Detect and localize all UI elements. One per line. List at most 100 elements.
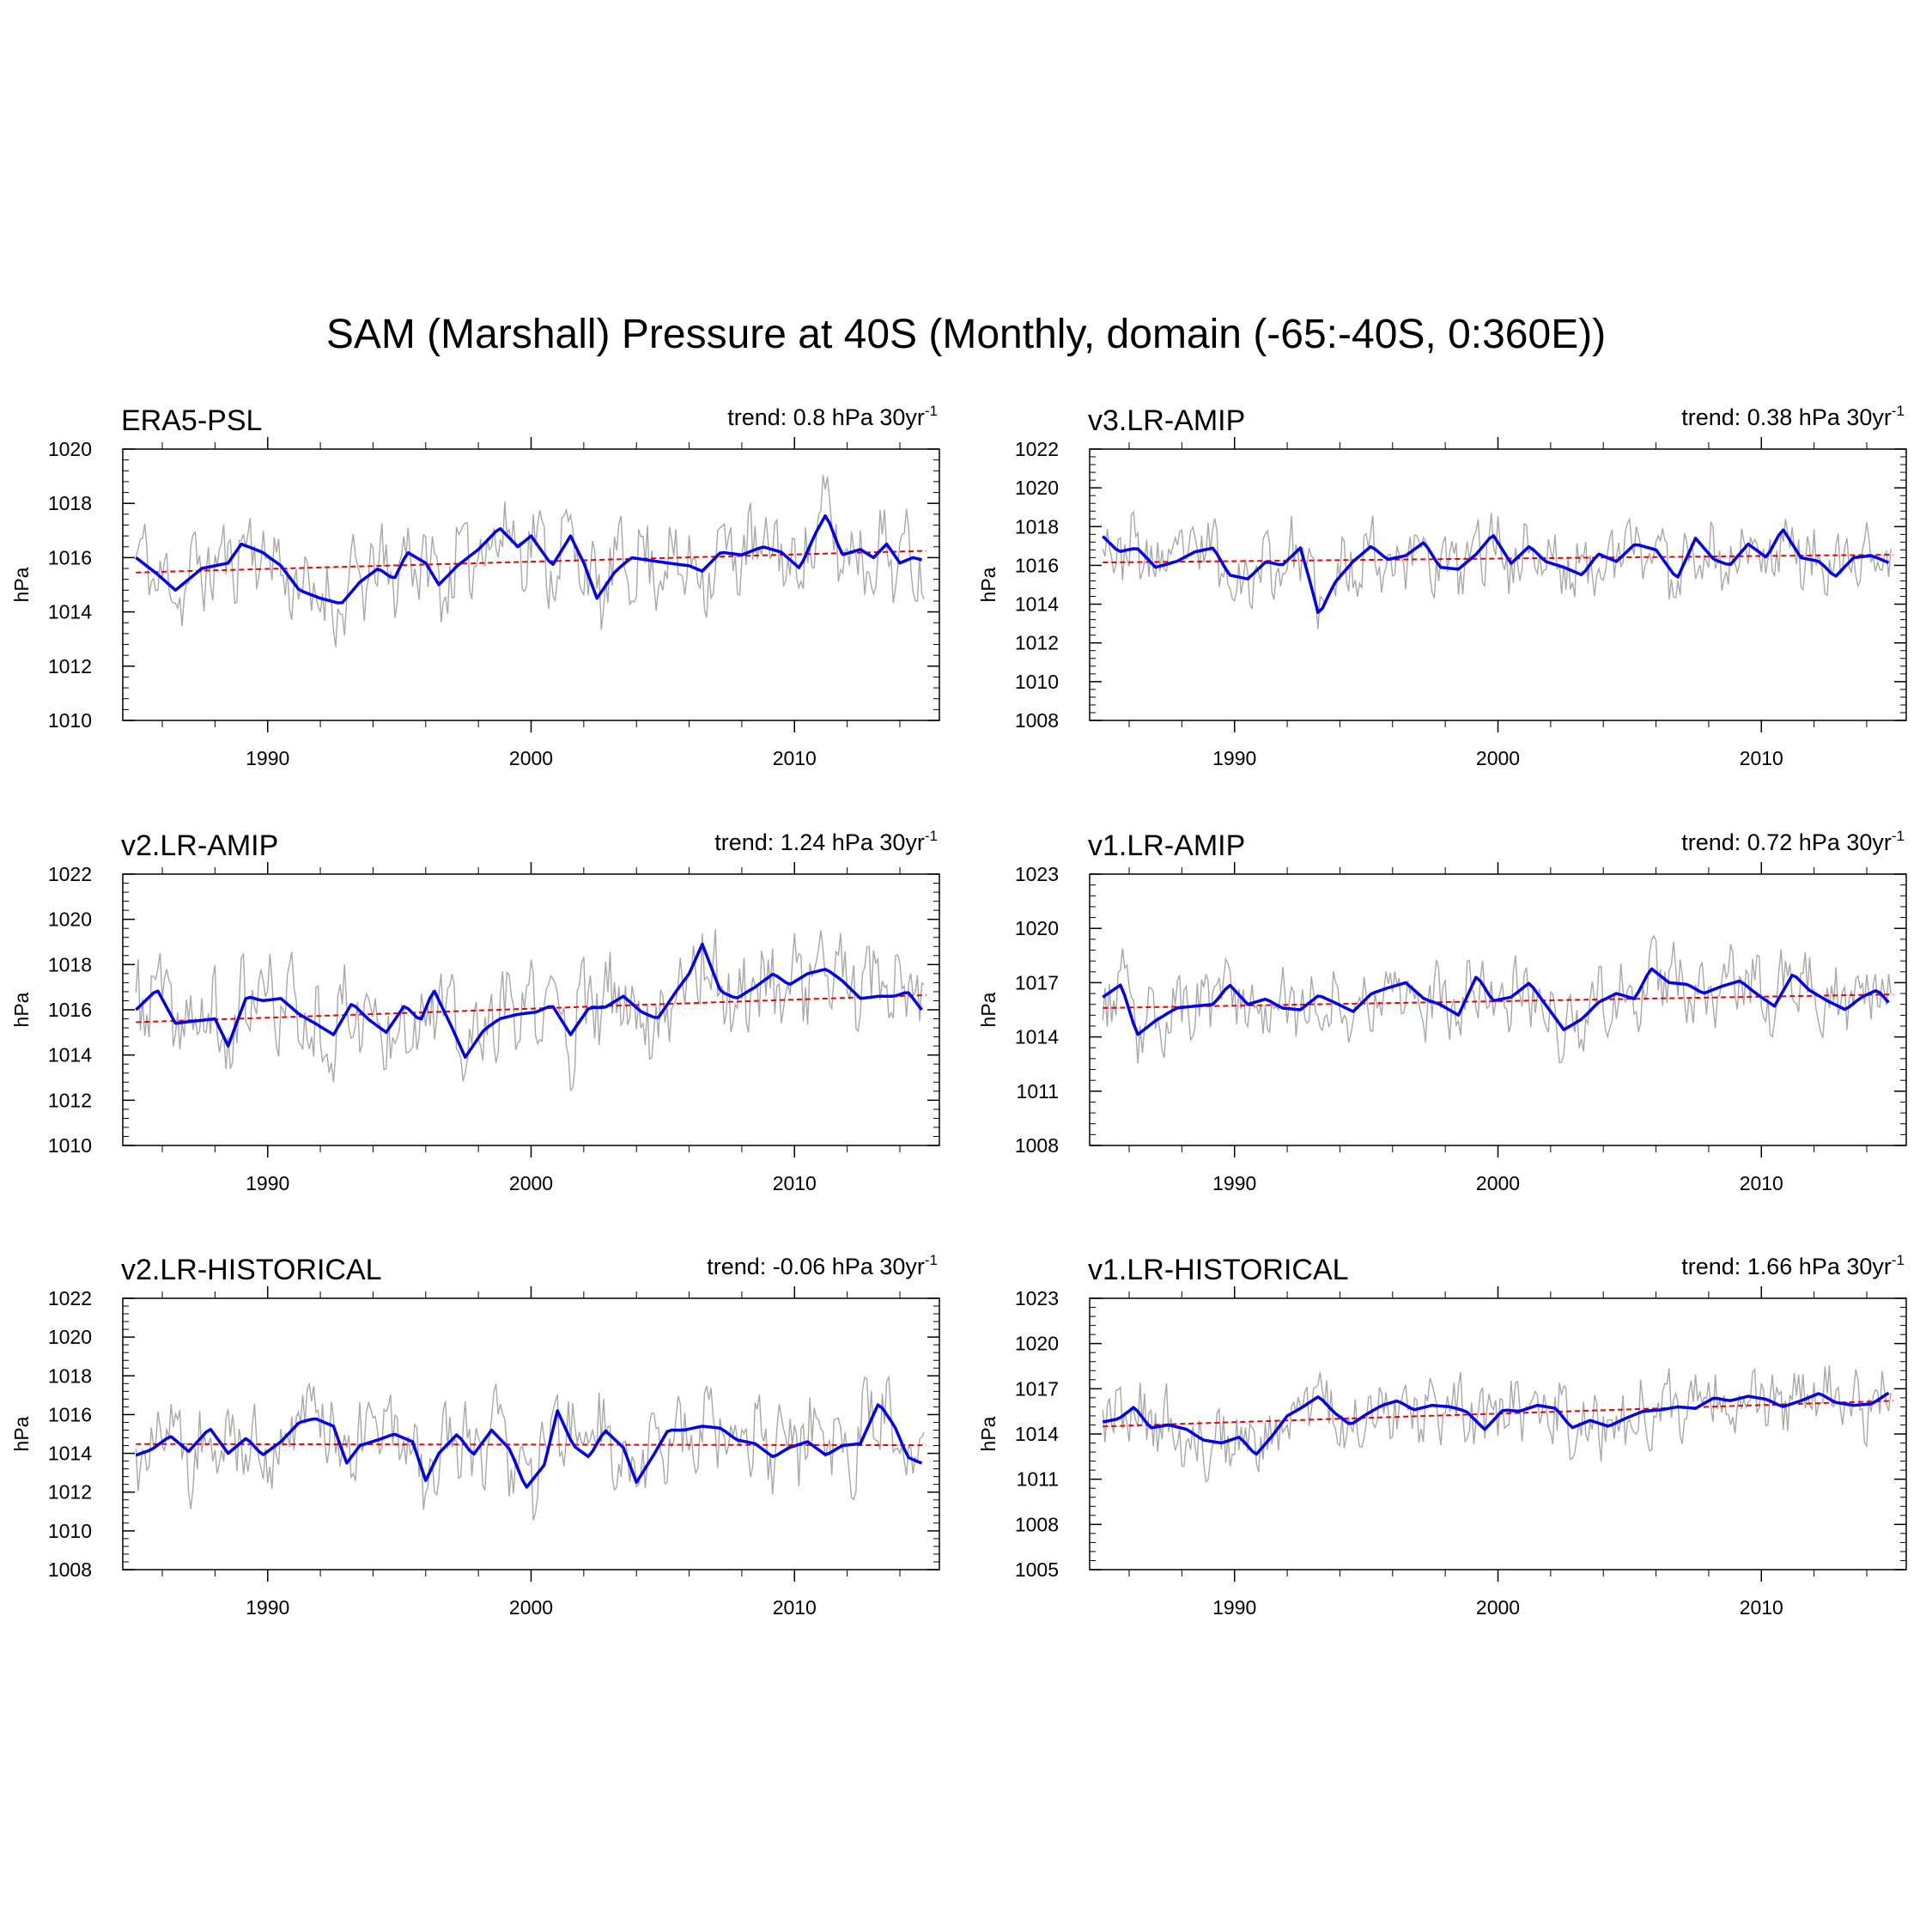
y-tick-label: 1014: [1015, 593, 1059, 616]
smoothed-series-line: [1102, 528, 1890, 614]
y-tick-label: 1014: [1015, 1026, 1059, 1048]
panel-3: v2.LR-AMIP trend: 1.24 hPa 30yr-1 hPa 1010 1…: [10, 828, 940, 1194]
y-tick-label: 1023: [1015, 1287, 1059, 1309]
panel-title: v2.LR-AMIP: [121, 829, 278, 862]
y-tick-label: 1011: [1017, 1468, 1059, 1491]
x-tick-label: 1990: [1212, 747, 1256, 769]
y-tick-label: 1008: [48, 1558, 92, 1581]
trend-label: trend: 0.8 hPa 30yr-1: [727, 403, 938, 430]
y-tick-label: 1008: [1015, 709, 1059, 732]
x-tick-label: 2010: [1740, 747, 1783, 769]
y-tick-label: 1020: [1015, 477, 1059, 499]
monthly-series-line: [1102, 1364, 1892, 1483]
y-axis-label: hPa: [10, 567, 33, 602]
x-tick-label: 2010: [773, 1596, 817, 1619]
panel-1: ERA5-PSL trend: 0.8 hPa 30yr-1 hPa 1010 1012…: [10, 403, 940, 769]
y-tick-label: 1014: [48, 1044, 92, 1066]
panel-4: v1.LR-AMIP trend: 0.72 hPa 30yr-1 hPa 1008 1…: [977, 828, 1907, 1194]
trend-label-text: trend: -0.06 hPa 30yr: [707, 1254, 925, 1279]
y-tick-label: 1020: [48, 438, 92, 460]
plot-frame: [122, 448, 940, 721]
y-tick-label: 1023: [1015, 863, 1059, 885]
y-tick-label: 1008: [1015, 1134, 1059, 1157]
smoothed-series-line: [135, 1403, 923, 1489]
y-tick-label: 1016: [1015, 554, 1059, 576]
y-tick-label: 1012: [48, 655, 92, 677]
x-tick-label: 2010: [773, 1172, 817, 1194]
panel-title: v1.LR-HISTORICAL: [1088, 1254, 1349, 1286]
trend-label-exponent: -1: [1892, 403, 1905, 419]
trend-label: trend: 0.38 hPa 30yr-1: [1681, 403, 1905, 430]
y-tick-label: 1018: [1015, 515, 1059, 538]
x-tick-label: 2000: [509, 1596, 553, 1619]
y-tick-label: 1010: [48, 1520, 92, 1542]
monthly-series-line: [135, 1375, 925, 1521]
x-tick-label: 1990: [246, 747, 289, 769]
y-tick-label: 1017: [1015, 971, 1059, 993]
trend-line: [1103, 554, 1893, 564]
panel-title: v2.LR-HISTORICAL: [121, 1254, 382, 1286]
x-tick-label: 2010: [773, 747, 817, 769]
trend-line: [136, 1443, 927, 1447]
y-tick-label: 1016: [48, 1403, 92, 1425]
y-tick-label: 1018: [48, 492, 92, 514]
x-tick-label: 2000: [509, 747, 553, 769]
x-tick-label: 1990: [246, 1596, 289, 1619]
x-tick-label: 2010: [1740, 1596, 1783, 1619]
y-tick-label: 1005: [1015, 1558, 1059, 1581]
x-tick-label: 2000: [1476, 747, 1520, 769]
y-axis-label: hPa: [10, 1416, 33, 1451]
x-tick-label: 1990: [246, 1172, 289, 1194]
y-tick-label: 1012: [1015, 632, 1059, 654]
y-tick-label: 1016: [48, 546, 92, 568]
y-tick-label: 1018: [48, 953, 92, 975]
y-tick-label: 1014: [1015, 1423, 1059, 1445]
y-tick-label: 1022: [48, 863, 92, 885]
y-tick-label: 1008: [1015, 1513, 1059, 1535]
panel-6: v1.LR-HISTORICAL trend: 1.66 hPa 30yr-1 hP…: [977, 1252, 1907, 1619]
monthly-series-line: [135, 929, 925, 1092]
trend-label-exponent: -1: [925, 828, 938, 844]
panel-title: ERA5-PSL: [121, 404, 262, 437]
y-tick-label: 1014: [48, 601, 92, 623]
x-tick-label: 2000: [509, 1172, 553, 1194]
y-tick-label: 1017: [1015, 1377, 1059, 1400]
trend-label: trend: -0.06 hPa 30yr-1: [707, 1252, 938, 1279]
y-axis-label: hPa: [10, 992, 33, 1027]
x-tick-label: 1990: [1212, 1596, 1256, 1619]
trend-label-exponent: -1: [925, 403, 938, 419]
panel-2: v3.LR-AMIP trend: 0.38 hPa 30yr-1 hPa 1008 1…: [977, 403, 1907, 769]
y-tick-label: 1011: [1017, 1080, 1059, 1103]
trend-line: [136, 993, 927, 1024]
y-tick-label: 1022: [1015, 438, 1059, 460]
x-tick-label: 2000: [1476, 1596, 1520, 1619]
trend-label-exponent: -1: [1892, 1252, 1905, 1268]
y-tick-label: 1022: [48, 1287, 92, 1309]
y-axis-label: hPa: [977, 567, 999, 602]
panel-title: v1.LR-AMIP: [1088, 829, 1245, 862]
trend-label-text: trend: 1.66 hPa 30yr: [1681, 1254, 1892, 1279]
smoothed-series-line: [135, 513, 922, 605]
plot-frame: [122, 1297, 940, 1571]
smoothed-series-line: [1102, 967, 1890, 1036]
y-tick-label: 1020: [1015, 1333, 1059, 1355]
trend-label-text: trend: 0.8 hPa 30yr: [727, 404, 925, 430]
y-tick-label: 1010: [1015, 671, 1059, 693]
y-tick-label: 1020: [48, 908, 92, 931]
x-tick-label: 2010: [1740, 1172, 1783, 1194]
y-tick-label: 1010: [48, 709, 92, 732]
trend-label-exponent: -1: [925, 1252, 938, 1268]
trend-label-exponent: -1: [1892, 828, 1905, 844]
trend-label: trend: 0.72 hPa 30yr-1: [1681, 828, 1905, 855]
trend-label-text: trend: 0.38 hPa 30yr: [1681, 404, 1892, 430]
figure-title: SAM (Marshall) Pressure at 40S (Monthly,…: [326, 312, 1606, 357]
smoothed-series-line: [1102, 1391, 1890, 1456]
y-tick-label: 1012: [48, 1089, 92, 1111]
y-tick-label: 1020: [1015, 917, 1059, 939]
trend-label-text: trend: 0.72 hPa 30yr: [1681, 829, 1892, 855]
plot-frame: [1089, 873, 1907, 1146]
y-axis-label: hPa: [977, 1416, 999, 1451]
panel-5: v2.LR-HISTORICAL trend: -0.06 hPa 30yr-1 h…: [10, 1252, 940, 1619]
y-axis-label: hPa: [977, 992, 999, 1027]
